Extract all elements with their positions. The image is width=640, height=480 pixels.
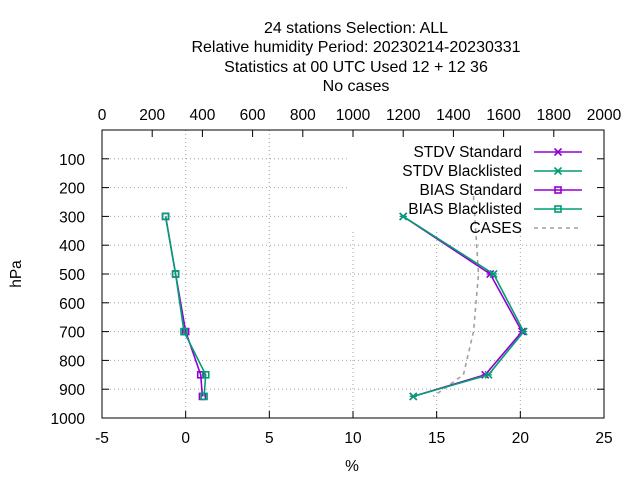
series-bias-blacklisted <box>161 212 210 401</box>
y-tick-label: 300 <box>59 209 85 226</box>
x-tick-label: 10 <box>344 430 362 447</box>
title-line-4: No cases <box>323 78 390 95</box>
title-line-3: Statistics at 00 UTC Used 12 + 12 36 <box>224 59 488 76</box>
point-marker <box>554 205 562 213</box>
legend-item: BIAS Standard <box>419 182 582 199</box>
point-marker <box>196 370 205 379</box>
chart-title: 24 stations Selection: ALL Relative humi… <box>191 20 520 95</box>
title-line-1: 24 stations Selection: ALL <box>264 20 448 37</box>
grid <box>102 130 604 418</box>
x2-tick-label: 1000 <box>336 107 371 124</box>
series-line <box>402 215 523 398</box>
x-tick-label: 5 <box>265 430 274 447</box>
series-stdv-blacklisted <box>399 212 528 401</box>
y-tick-label: 400 <box>59 238 85 255</box>
x-tick-label: 25 <box>595 430 612 447</box>
x2-tick-label: 1200 <box>386 107 421 124</box>
point-marker <box>201 370 210 379</box>
legend-item: STDV Standard <box>413 144 582 161</box>
series-line <box>164 216 207 397</box>
point-marker <box>171 270 180 278</box>
title-line-2: Relative humidity Period: 20230214-20230… <box>191 39 520 56</box>
x2-tick-label: 200 <box>139 107 165 124</box>
point-marker <box>161 212 170 221</box>
y-tick-label: 500 <box>59 267 85 284</box>
y-tick-label: 200 <box>59 181 85 198</box>
legend-label: CASES <box>469 220 522 237</box>
y-tick-label: 100 <box>59 152 85 169</box>
legend-item: CASES <box>469 220 582 237</box>
x-tick-label: 15 <box>428 430 445 447</box>
point-marker <box>554 186 562 194</box>
series-line <box>402 215 525 398</box>
series-cases <box>432 196 480 398</box>
legend-item: BIAS Blacklisted <box>408 201 582 218</box>
x2-tick-label: 800 <box>290 107 316 124</box>
x-axis-label: % <box>345 458 359 475</box>
series-line <box>432 196 480 398</box>
series-stdv-standard <box>399 212 527 401</box>
y-tick-label: 600 <box>59 296 85 313</box>
x2-tick-label: 1800 <box>537 107 572 124</box>
point-marker <box>200 392 208 401</box>
x2-tick-label: 2000 <box>587 107 622 124</box>
x-tick-label: 20 <box>512 430 530 447</box>
legend-item: STDV Blacklisted <box>402 163 582 180</box>
legend-label: BIAS Blacklisted <box>408 201 522 218</box>
x2-tick-label: 0 <box>98 107 107 124</box>
series-line <box>164 216 204 397</box>
legend-label: STDV Blacklisted <box>402 163 522 180</box>
y-tick-label: 700 <box>59 325 85 342</box>
series-bias-standard <box>161 212 207 401</box>
point-marker <box>180 327 188 336</box>
x2-tick-label: 600 <box>240 107 266 124</box>
x2-tick-label: 1600 <box>486 107 521 124</box>
x-tick-label: 0 <box>181 430 190 447</box>
axis-ticks <box>101 130 605 419</box>
legend-label: BIAS Standard <box>419 182 522 199</box>
x2-tick-label: 400 <box>189 107 215 124</box>
plot-frame <box>101 129 605 419</box>
y-tick-label: 800 <box>59 353 85 370</box>
y-axis-label: hPa <box>8 260 25 288</box>
x-tick-label: -5 <box>95 430 109 447</box>
y-tick-label: 900 <box>59 382 85 399</box>
y-tick-label: 1000 <box>51 411 86 428</box>
legend: STDV Standard STDV Blacklisted BIAS Standa… <box>402 144 582 237</box>
x2-tick-label: 1400 <box>436 107 471 124</box>
legend-label: STDV Standard <box>413 144 522 161</box>
series-layer <box>161 196 528 401</box>
